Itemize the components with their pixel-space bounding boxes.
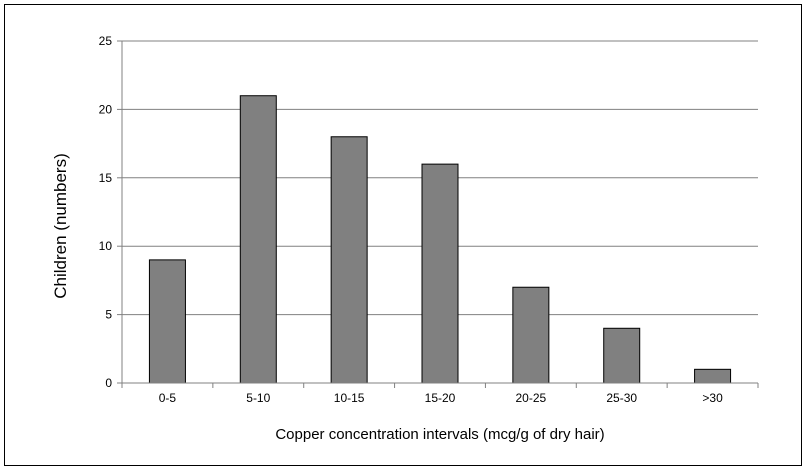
axes [121,41,758,384]
y-tick-label: 25 [99,34,113,48]
chart-frame [4,4,802,466]
bar-0-5 [148,259,186,384]
x-axis-ticks: 0-5 5-10 10-15 15-20 20-25 25-30 >30 [121,383,759,405]
y-axis-ticks: 0 5 10 15 20 25 [99,34,122,390]
bar-25-30 [603,327,641,384]
y-tick-label: 20 [99,102,113,116]
x-tick-label: >30 [702,391,723,405]
y-tick-label: 10 [99,239,113,253]
y-tick-label: 5 [105,308,112,322]
bar-5-10 [239,95,277,384]
x-tick-label: 10-15 [334,391,365,405]
y-tick-label: 0 [105,376,112,390]
x-tick-label: 5-10 [246,391,270,405]
x-tick-label: 15-20 [425,391,456,405]
x-axis-title: Copper concentration intervals (mcg/g of… [275,426,604,443]
bar-15-20 [421,163,459,384]
bar-20-25 [512,286,550,384]
bars [148,95,732,384]
y-axis-title: Children (numbers) [51,153,70,299]
x-tick-label: 25-30 [606,391,637,405]
x-tick-label: 20-25 [516,391,547,405]
x-tick-label: 0-5 [159,391,177,405]
bar-10-15 [330,136,368,384]
y-tick-label: 15 [99,171,113,185]
bar->30 [694,368,732,384]
